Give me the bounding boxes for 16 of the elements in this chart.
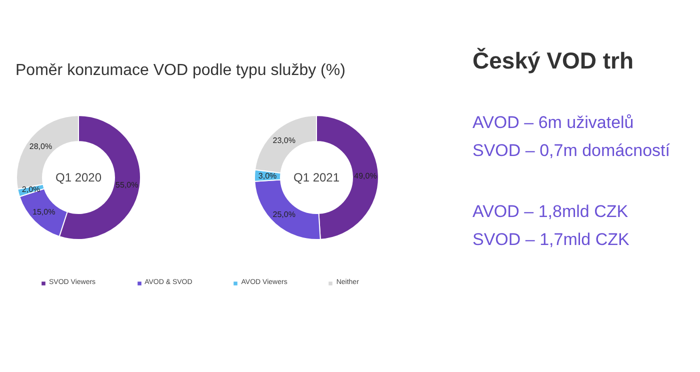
text: SVOD – 0,7m domácností: [472, 141, 670, 160]
text: Český VOD trh: [472, 48, 634, 74]
text: AVOD – 6m uživatelů: [472, 113, 634, 132]
data-label: 28,0%: [29, 142, 52, 151]
slice-label: Q1 2021: [293, 170, 340, 184]
data-label: 25,0%: [272, 210, 296, 219]
slice-label: Q1 2020: [55, 170, 102, 184]
data-label: 3,0%: [258, 171, 277, 180]
text: AVOD – 1,8mld CZK: [472, 202, 629, 221]
chart-title: Poměr konzumace VOD podle typu služby (%): [16, 62, 346, 79]
data-label: 23,0%: [272, 136, 296, 146]
data-label: 15,0%: [32, 208, 56, 217]
text: SVOD – 1,7mld CZK: [472, 230, 630, 249]
data-label: 55,0%: [116, 180, 138, 190]
data-label: 2,0%: [22, 185, 40, 194]
data-label: 49,0%: [354, 171, 377, 180]
